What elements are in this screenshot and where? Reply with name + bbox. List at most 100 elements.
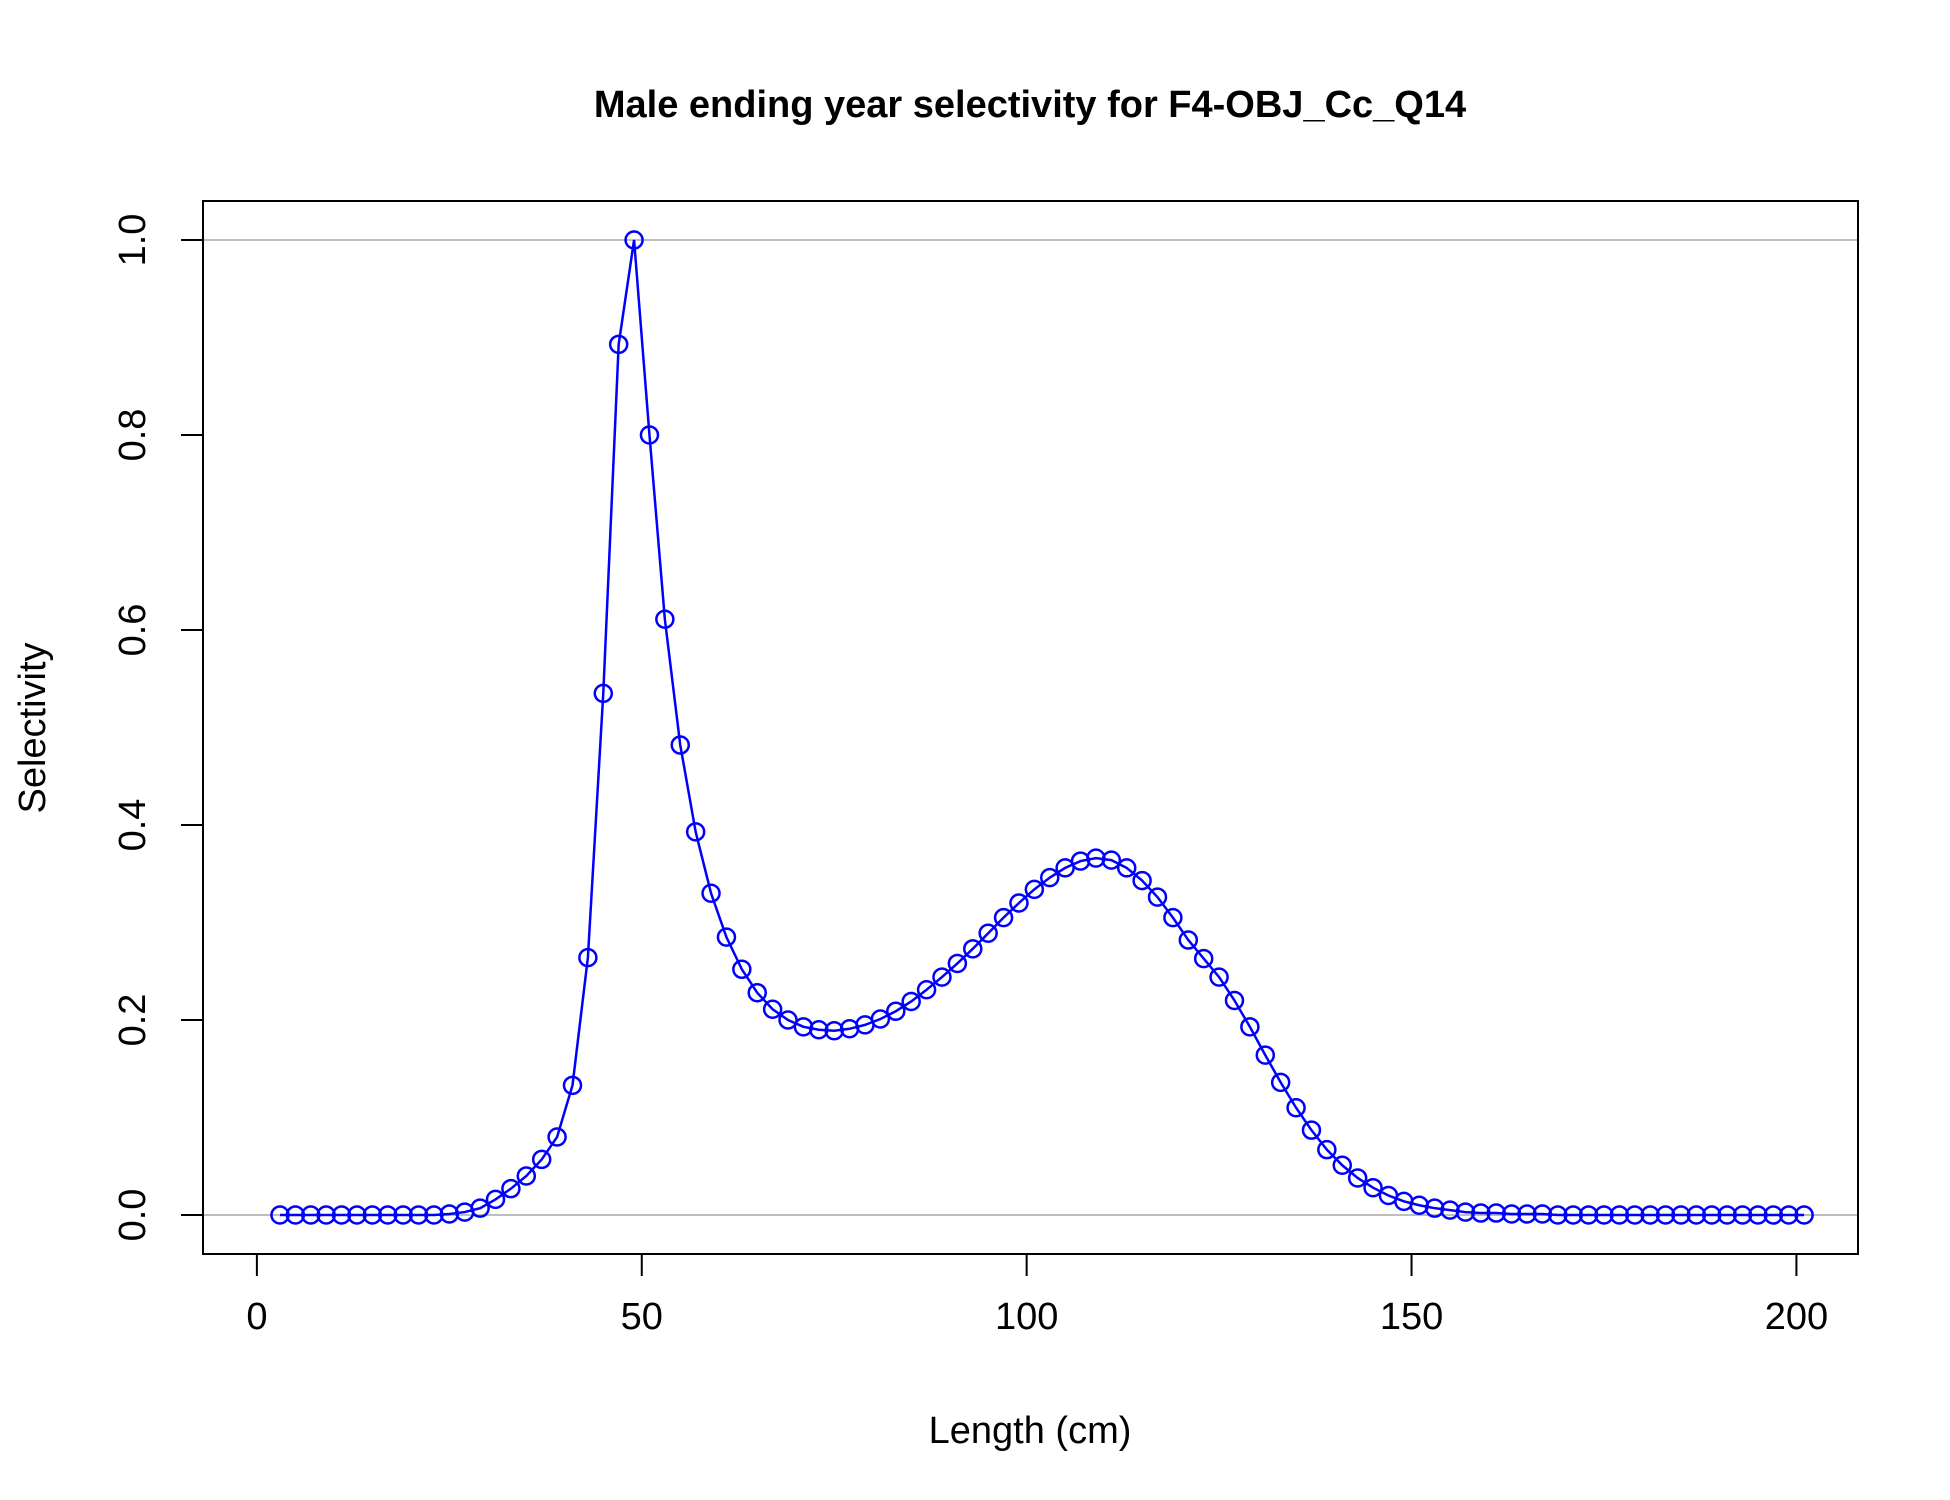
x-tick-label: 200 (1765, 1296, 1828, 1338)
data-point (501, 1178, 521, 1199)
y-axis: 0.0 0.2 0.4 0.6 0.8 1.0 (112, 214, 204, 1242)
data-point (932, 967, 952, 987)
data-point (547, 1127, 567, 1147)
data-point (1578, 1205, 1599, 1225)
data-point (809, 1020, 829, 1040)
data-point (762, 999, 783, 1020)
y-axis-label: Selectivity (12, 642, 54, 813)
data-point (1625, 1205, 1645, 1225)
data-point (1517, 1204, 1537, 1224)
data-point (1686, 1205, 1707, 1225)
x-axis: 0 50 100 150 200 (246, 1253, 1828, 1338)
data-point (901, 991, 921, 1012)
y-tick-label: 0.2 (112, 994, 154, 1047)
data-point (1440, 1200, 1460, 1220)
data-point (1640, 1205, 1660, 1225)
data-point (1471, 1203, 1491, 1223)
data-point (624, 230, 644, 250)
data-point (639, 425, 660, 445)
data-point (655, 609, 675, 630)
data-point (516, 1166, 537, 1186)
data-point (1224, 990, 1245, 1011)
data-point (701, 883, 721, 903)
data-point (1332, 1155, 1353, 1176)
data-point (377, 1205, 398, 1225)
data-point (1455, 1202, 1476, 1222)
chart-title: Male ending year selectivity for F4-OBJ_… (594, 84, 1466, 126)
y-tick-label: 0.4 (112, 799, 154, 852)
data-point (886, 1001, 906, 1021)
x-axis-label: Length (cm) (929, 1410, 1132, 1452)
data-point (1548, 1205, 1568, 1225)
data-point (1317, 1139, 1337, 1160)
data-point (1701, 1205, 1722, 1225)
data-point (485, 1189, 506, 1210)
data-point (301, 1205, 321, 1225)
data-point (1086, 848, 1106, 868)
data-point (916, 980, 937, 1000)
data-point (1132, 870, 1152, 891)
data-point (670, 735, 691, 755)
data-point (1255, 1045, 1276, 1065)
data-point (1794, 1205, 1814, 1225)
data-point (1240, 1017, 1260, 1037)
data-point (439, 1204, 460, 1224)
data-point (716, 927, 737, 947)
data-point (1039, 867, 1060, 888)
data-point (1209, 967, 1229, 987)
y-tick-label: 0.6 (112, 604, 154, 657)
data-point (732, 959, 752, 980)
y-tick-label: 1.0 (112, 214, 154, 267)
data-point (1270, 1072, 1291, 1093)
data-point (562, 1075, 583, 1096)
data-point (608, 334, 629, 355)
data-point (1732, 1205, 1753, 1225)
data-point (285, 1205, 306, 1225)
data-point (331, 1205, 352, 1225)
data-point (470, 1198, 490, 1218)
x-tick-label: 150 (1380, 1296, 1443, 1338)
data-point (1563, 1205, 1583, 1225)
data-point (1717, 1205, 1737, 1225)
data-point (747, 982, 767, 1003)
data-point (531, 1149, 552, 1170)
y-tick-label: 0.0 (112, 1189, 154, 1242)
y-tick-label: 0.8 (112, 409, 154, 462)
data-point (270, 1205, 290, 1225)
data-point (347, 1205, 367, 1225)
data-point (870, 1009, 891, 1029)
data-point (1024, 879, 1045, 900)
data-point (1486, 1203, 1506, 1223)
data-point (1763, 1205, 1784, 1225)
data-point (1009, 893, 1029, 913)
data-point (393, 1205, 413, 1225)
data-point (1193, 948, 1214, 969)
data-point (1532, 1204, 1553, 1224)
x-tick-label: 0 (246, 1296, 267, 1338)
data-point (824, 1020, 844, 1041)
data-point (1286, 1098, 1306, 1118)
data-point (1101, 850, 1122, 870)
series-group (270, 230, 1814, 1225)
data-point (1501, 1204, 1522, 1224)
data-point (1424, 1198, 1445, 1218)
data-point (1347, 1168, 1368, 1188)
data-point (424, 1205, 444, 1225)
data-point (593, 683, 614, 704)
x-tick-label: 100 (995, 1296, 1058, 1338)
data-point (1116, 858, 1137, 878)
data-point (362, 1205, 383, 1225)
data-point (947, 953, 968, 974)
data-point (978, 923, 998, 943)
data-point (1301, 1120, 1322, 1140)
data-point (1363, 1177, 1383, 1198)
data-point (1655, 1205, 1676, 1225)
data-point (1163, 907, 1183, 928)
data-point (685, 822, 706, 842)
data-point (1147, 887, 1168, 907)
data-point (408, 1205, 429, 1225)
data-point (993, 907, 1014, 928)
data-point (1609, 1205, 1630, 1225)
